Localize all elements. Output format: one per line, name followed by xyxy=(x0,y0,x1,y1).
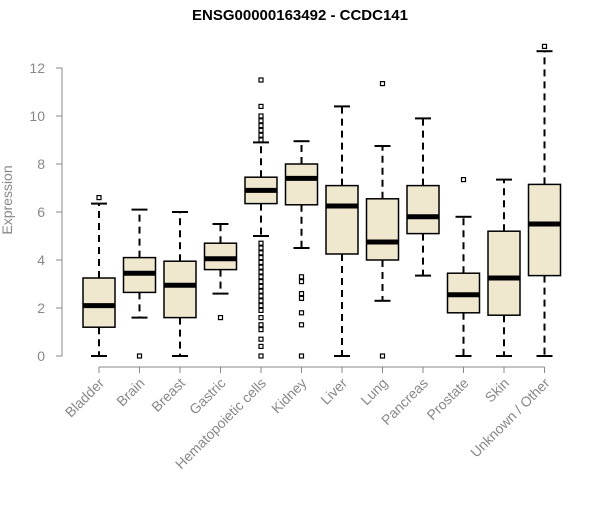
outlier-point xyxy=(258,303,264,309)
box xyxy=(487,230,521,316)
box xyxy=(365,198,400,261)
outlier-point xyxy=(298,291,305,297)
outlier-point xyxy=(379,80,386,87)
outlier-point xyxy=(258,315,264,321)
outlier-point xyxy=(258,77,264,83)
outlier-point xyxy=(258,118,264,124)
outlier-point xyxy=(258,343,264,349)
x-tick-label: Lung xyxy=(357,375,390,408)
chart-title: ENSG00000163492 - CCDC141 xyxy=(192,7,408,24)
outlier-point xyxy=(258,250,264,256)
outlier-point xyxy=(460,177,467,183)
x-tick-label: Kidney xyxy=(268,375,310,417)
y-tick-label: 12 xyxy=(29,60,45,76)
box xyxy=(82,277,116,328)
outlier-point xyxy=(258,283,264,289)
y-tick-label: 4 xyxy=(37,252,45,268)
outlier-point xyxy=(258,103,264,110)
outlier-point xyxy=(298,274,305,280)
box xyxy=(527,183,562,277)
y-tick-label: 8 xyxy=(37,156,45,172)
outlier-point xyxy=(258,269,264,275)
y-tick-label: 10 xyxy=(29,108,45,124)
outlier-point xyxy=(258,259,264,265)
outlier-point xyxy=(298,353,305,359)
outlier-point xyxy=(258,240,264,246)
outlier-point xyxy=(541,43,548,50)
outlier-point xyxy=(258,279,264,285)
outlier-point xyxy=(258,327,264,333)
outlier-point xyxy=(258,132,264,138)
outlier-point xyxy=(258,322,264,328)
y-axis-label: Expression xyxy=(0,165,15,234)
x-tick-label: Bladder xyxy=(62,375,108,421)
box xyxy=(163,260,197,319)
x-tick-label: Brain xyxy=(113,375,147,409)
outlier-point xyxy=(298,322,305,328)
x-tick-label: Breast xyxy=(148,375,188,415)
x-tick-label: Liver xyxy=(317,375,350,408)
outlier-point xyxy=(258,245,264,251)
box xyxy=(325,184,359,255)
y-tick-label: 6 xyxy=(37,204,45,220)
outlier-point xyxy=(258,336,264,342)
outlier-point xyxy=(258,298,264,304)
outlier-point xyxy=(258,274,264,280)
outlier-point xyxy=(258,288,264,294)
outlier-point xyxy=(379,353,386,359)
y-tick-label: 2 xyxy=(37,300,45,316)
outlier-point xyxy=(258,307,264,313)
x-tick-label: Prostate xyxy=(423,375,471,423)
outlier-point xyxy=(258,264,264,270)
box xyxy=(406,184,440,235)
outlier-point xyxy=(136,353,143,359)
outlier-point xyxy=(217,315,224,321)
outlier-point xyxy=(258,137,264,143)
outlier-point xyxy=(258,293,264,299)
outlier-point xyxy=(258,127,264,133)
outlier-point xyxy=(258,353,264,359)
outlier-point xyxy=(298,295,305,301)
outlier-point xyxy=(298,279,305,285)
x-tick-label: Skin xyxy=(482,375,513,406)
box xyxy=(284,163,319,206)
outlier-point xyxy=(258,255,264,261)
y-tick-label: 0 xyxy=(37,348,45,364)
outlier-point xyxy=(96,195,102,201)
outlier-point xyxy=(258,113,264,119)
outlier-point xyxy=(298,310,305,316)
outlier-point xyxy=(258,122,264,129)
